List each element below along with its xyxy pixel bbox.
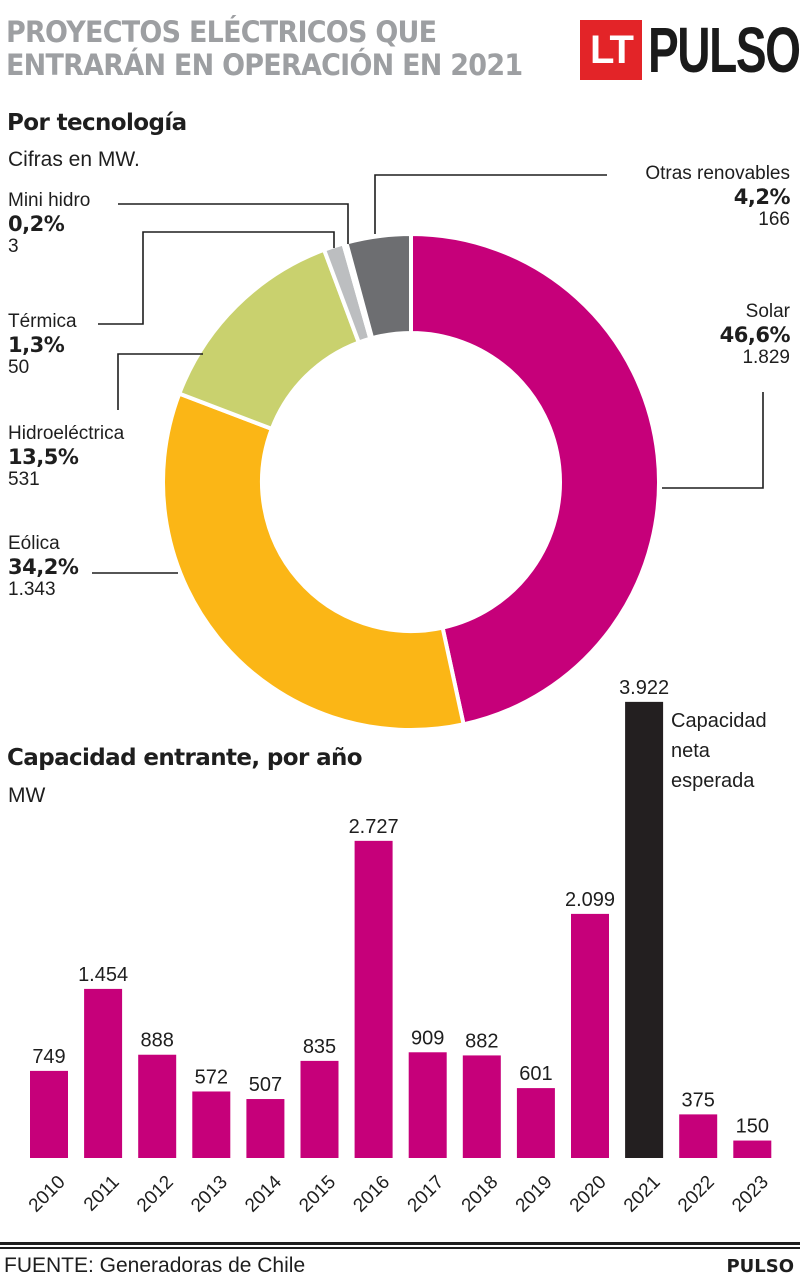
label-otras-name: Otras renovables (645, 163, 790, 184)
bar-2013 (192, 1091, 231, 1158)
x-tick-label: 2017 (404, 1172, 449, 1217)
footer-rule (0, 1242, 800, 1245)
bar-chart-unit: MW (8, 784, 46, 807)
x-tick-label: 2023 (728, 1172, 773, 1217)
bar-value-label: 1.454 (78, 964, 128, 986)
label-minihidro-pct: 0,2% (8, 212, 65, 236)
bar-value-label: 507 (249, 1074, 282, 1096)
bar-2020 (571, 913, 609, 1158)
bar-2011 (84, 988, 123, 1158)
label-termica-mw: 50 (8, 357, 30, 378)
label-otras: Otras renovables 4,2% 166 (645, 163, 790, 231)
bar-2012 (138, 1054, 177, 1158)
title-line-1: PROYECTOS ELÉCTRICOS QUE (6, 15, 437, 49)
logo-badge-text: LT (590, 28, 634, 72)
leader-line-hidro (117, 353, 203, 410)
label-termica-pct: 1,3% (8, 333, 65, 357)
bar-value-label: 882 (465, 1030, 498, 1052)
bar-value-label: 601 (519, 1063, 552, 1085)
bar-2018 (462, 1055, 501, 1158)
label-termica: Térmica 1,3% 50 (8, 311, 77, 379)
label-solar-name: Solar (745, 301, 790, 322)
bar-2022 (679, 1114, 718, 1158)
leader-line-termica (98, 231, 335, 325)
bar-2023 (733, 1140, 772, 1158)
label-hidro-mw: 531 (8, 469, 40, 490)
label-eolica-mw: 1.343 (8, 579, 56, 600)
label-eolica-pct: 34,2% (8, 555, 79, 579)
label-hidro: Hidroeléctrica 13,5% 531 (8, 423, 124, 491)
bar-2021 (625, 701, 664, 1158)
leader-line-otras (374, 174, 607, 234)
x-tick-label: 2013 (187, 1172, 232, 1217)
leader-line-solar (662, 392, 764, 489)
bar-annotation-line-3: esperada (671, 770, 755, 792)
bar-chart-title: Capacidad entrante, por año (7, 745, 363, 771)
logo-text: PULSO (648, 14, 800, 86)
credit: PULSO (726, 1256, 794, 1277)
title-line-2: ENTRARÁN EN OPERACIÓN EN 2021 (6, 48, 523, 82)
x-tick-label: 2021 (620, 1172, 665, 1217)
bar-value-label: 150 (736, 1116, 769, 1138)
bar-value-label: 749 (32, 1046, 65, 1068)
x-tick-label: 2011 (80, 1172, 124, 1216)
footer-rule-thin (0, 1247, 800, 1249)
label-hidro-name: Hidroeléctrica (8, 423, 125, 444)
bar-value-label: 835 (303, 1036, 336, 1058)
bar-2014 (246, 1099, 285, 1158)
donut-chart (161, 231, 661, 732)
bar-2010 (30, 1070, 68, 1158)
label-otras-mw: 166 (758, 209, 790, 230)
bar-2016 (354, 840, 393, 1158)
source-note: FUENTE: Generadoras de Chile (4, 1254, 306, 1277)
bar-value-label: 909 (411, 1027, 444, 1049)
logo-badge (580, 20, 642, 80)
bar-value-label: 2.727 (349, 816, 399, 838)
x-tick-label: 2012 (133, 1172, 178, 1217)
x-tick-label: 2020 (566, 1172, 611, 1217)
label-minihidro-mw: 3 (8, 236, 19, 257)
x-tick-label: 2018 (458, 1172, 503, 1217)
label-solar-pct: 46,6% (719, 323, 791, 347)
x-tick-label: 2022 (674, 1172, 719, 1217)
x-tick-label: 2014 (241, 1171, 286, 1216)
bar-annotation-line-1: Capacidad (671, 710, 767, 732)
donut-title: Por tecnología (7, 110, 187, 136)
label-minihidro-name: Mini hidro (8, 190, 91, 211)
label-otras-pct: 4,2% (733, 185, 791, 209)
leader-lines (92, 174, 764, 574)
donut-slice-hidro (176, 247, 362, 432)
bar-value-label: 572 (195, 1066, 228, 1088)
label-hidro-pct: 13,5% (8, 445, 79, 469)
bar-value-label: 3.922 (619, 677, 669, 699)
infographic-title: PROYECTOS ELÉCTRICOS QUE ENTRARÁN EN OPE… (6, 15, 523, 82)
label-eolica: Eólica 34,2% 1.343 (8, 533, 79, 601)
bar-value-label: 2.099 (565, 889, 615, 911)
bar-value-label: 888 (141, 1030, 174, 1052)
bar-value-label: 375 (682, 1089, 715, 1111)
donut-slice-eolica (161, 391, 466, 732)
label-eolica-name: Eólica (8, 533, 60, 554)
label-minihidro: Mini hidro 0,2% 3 (8, 190, 90, 258)
donut-slice-otras (343, 231, 413, 341)
donut-slice-solar (409, 231, 661, 727)
donut-subtitle: Cifras en MW. (8, 148, 140, 171)
leader-line-minihidro (118, 203, 349, 244)
bar-2017 (408, 1052, 447, 1158)
bar-2019 (516, 1088, 555, 1158)
bar-annotation-line-2: neta (671, 740, 710, 762)
label-termica-name: Térmica (8, 311, 77, 332)
x-tick-label: 2016 (349, 1172, 394, 1217)
bar-annotation: Capacidad neta esperada (671, 706, 767, 796)
bar-2015 (300, 1060, 339, 1158)
label-solar-mw: 1.829 (742, 347, 790, 368)
x-tick-label: 2019 (512, 1172, 557, 1217)
x-tick-label: 2010 (25, 1172, 70, 1217)
x-tick-label: 2015 (295, 1172, 340, 1217)
label-solar: Solar 46,6% 1.829 (719, 301, 791, 369)
